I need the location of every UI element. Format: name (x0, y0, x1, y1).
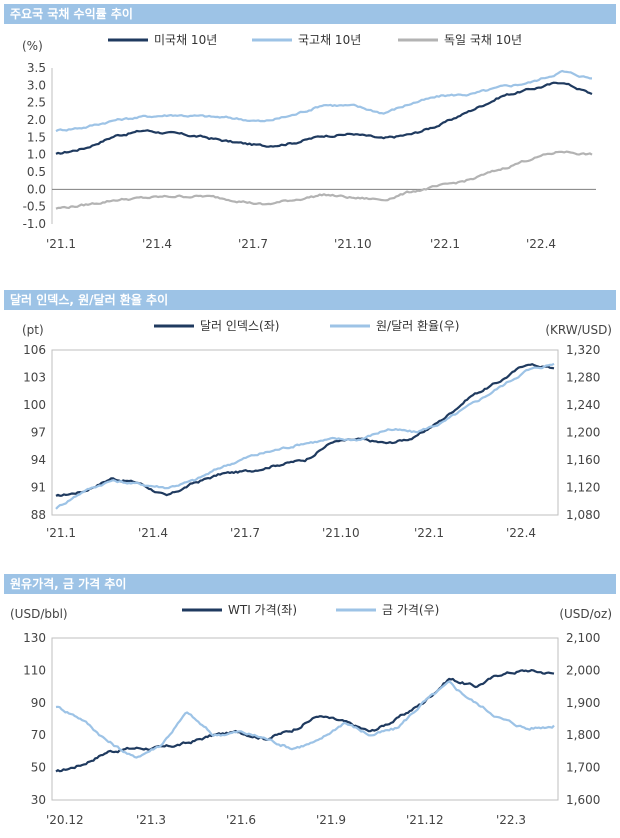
y-tick-label: 1.0 (27, 148, 46, 162)
x-tick-label: '22.3 (496, 813, 526, 827)
y-tick-label: 3.0 (27, 78, 46, 92)
x-tick-label: '22.4 (526, 237, 556, 251)
y-tick-label-right: 1,080 (566, 508, 600, 522)
y-tick-label: 0.0 (27, 182, 46, 196)
y-tick-label: 103 (23, 371, 46, 385)
x-tick-label: '22.1 (414, 526, 444, 540)
x-tick-label: '21.12 (406, 813, 444, 827)
y-tick-label-right: 1,700 (566, 761, 600, 775)
x-tick-label: '21.4 (138, 526, 168, 540)
y-tick-label: 0.5 (27, 165, 46, 179)
y-tick-label-right: 2,000 (566, 663, 600, 677)
legend-label: 미국채 10년 (154, 33, 217, 47)
y-tick-label: 97 (31, 426, 46, 440)
y-tick-label: -1.0 (23, 217, 46, 231)
y-tick-label-right: 1,320 (566, 343, 600, 357)
y-tick-label: 2.0 (27, 113, 46, 127)
y-tick-label: 2.5 (27, 96, 46, 110)
x-tick-label: '21.9 (316, 813, 346, 827)
y-tick-label: -0.5 (23, 200, 46, 214)
y-tick-label-right: 1,900 (566, 696, 600, 710)
y-tick-label: 88 (31, 508, 46, 522)
chart-panel-commodities: 원유가격, 금 가격 추이 WTI 가격(좌) 금 가격(우) (USD/bbl) (… (0, 572, 620, 838)
y-axis-unit: (USD/bbl) (10, 607, 68, 621)
x-tick-label: '20.12 (46, 813, 84, 827)
x-tick-label: '22.1 (430, 237, 460, 251)
y-axis-unit: (pt) (22, 323, 44, 337)
series-line (55, 69, 592, 133)
y-tick-label-right: 1,200 (566, 426, 600, 440)
y-tick-label: 110 (23, 663, 46, 677)
x-tick-label: '21.10 (322, 526, 360, 540)
y-tick-label-right: 1,120 (566, 481, 600, 495)
legend-label: 원/달러 환율(우) (376, 319, 459, 333)
y-tick-label: 106 (23, 343, 46, 357)
y-tick-label: 30 (31, 793, 46, 807)
x-tick-label: '21.4 (142, 237, 172, 251)
chart-title: 달러 인덱스, 원/달러 환율 추이 (4, 290, 616, 310)
y-tick-label: 100 (23, 398, 46, 412)
chart-title: 주요국 국채 수익률 추이 (4, 4, 616, 24)
x-tick-label: '21.10 (334, 237, 372, 251)
series-line (55, 680, 555, 759)
legend-label: 독일 국채 10년 (444, 33, 522, 47)
series-line (55, 363, 555, 497)
y-tick-label: 70 (31, 728, 46, 742)
legend-label: 금 가격(우) (382, 603, 439, 617)
series-line (55, 669, 555, 773)
series-line (55, 362, 555, 510)
y-axis-unit: (%) (22, 39, 43, 53)
y-axis-unit-right: (USD/oz) (559, 607, 612, 621)
y-tick-label: 91 (31, 481, 46, 495)
y-tick-label: 3.5 (27, 61, 46, 75)
legend-label: 국고채 10년 (298, 33, 361, 47)
y-axis-unit-right: (KRW/USD) (545, 323, 612, 337)
series-line (55, 81, 593, 155)
y-tick-label: 90 (31, 696, 46, 710)
yield-chart: 미국채 10년 국고채 10년 독일 국채 10년 (%) 3.5 3.0 2.5 2.0 1.… (22, 33, 596, 251)
legend-label: WTI 가격(좌) (228, 603, 297, 617)
y-tick-label-right: 2,100 (566, 631, 600, 645)
y-tick-label: 1.5 (27, 130, 46, 144)
x-tick-label: '21.6 (226, 813, 256, 827)
x-tick-label: '21.7 (238, 237, 268, 251)
x-tick-label: '22.4 (506, 526, 536, 540)
x-tick-label: '21.7 (230, 526, 260, 540)
chart-panel-fx: 달러 인덱스, 원/달러 환율 추이 달러 인덱스(좌) 원/달러 환율(우) (p… (0, 286, 620, 556)
x-tick-label: '21.1 (46, 526, 76, 540)
y-tick-label-right: 1,240 (566, 398, 600, 412)
y-tick-label-right: 1,800 (566, 728, 600, 742)
y-tick-label: 130 (23, 631, 46, 645)
y-tick-label-right: 1,280 (566, 371, 600, 385)
y-tick-label: 94 (31, 453, 46, 467)
y-tick-label: 50 (31, 761, 46, 775)
fx-chart: 달러 인덱스(좌) 원/달러 환율(우) (pt) (KRW/USD) 106 103 10… (22, 319, 612, 540)
chart-panel-yields: 주요국 국채 수익률 추이 미국채 10년 국고채 10년 독일 국채 10년 (%)… (0, 0, 620, 270)
legend-label: 달러 인덱스(좌) (200, 319, 279, 333)
x-tick-label: '21.3 (136, 813, 166, 827)
y-tick-label-right: 1,600 (566, 793, 600, 807)
plot-frame (51, 637, 559, 801)
plot-frame (51, 349, 559, 516)
y-tick-label-right: 1,160 (566, 453, 600, 467)
x-tick-label: '21.1 (46, 237, 76, 251)
series-line (55, 150, 593, 210)
chart-title: 원유가격, 금 가격 추이 (4, 574, 616, 594)
commodity-chart: WTI 가격(좌) 금 가격(우) (USD/bbl) (USD/oz) 130 110 9… (10, 603, 612, 827)
